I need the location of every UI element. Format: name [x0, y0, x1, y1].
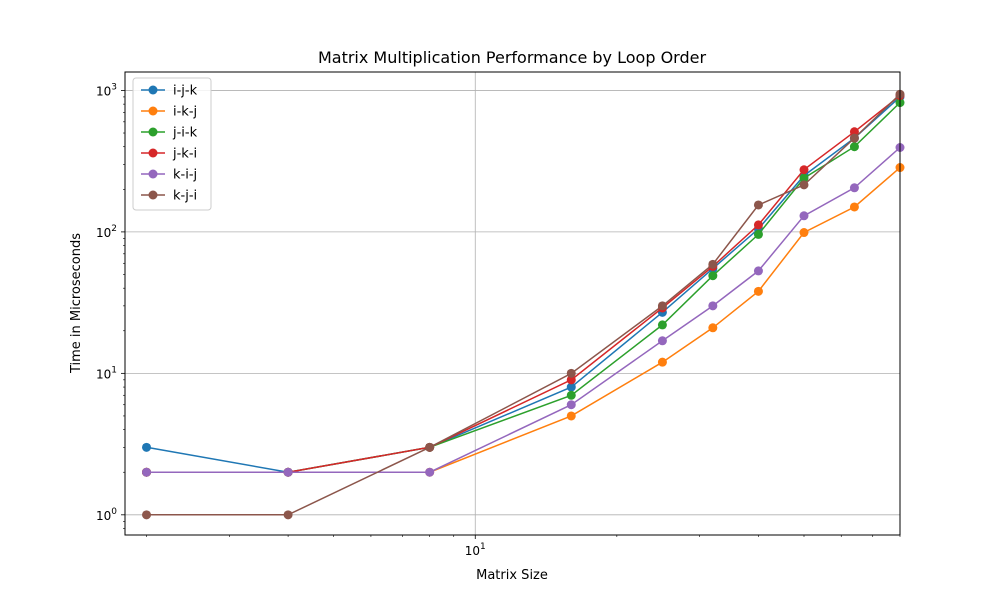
legend-label: k-j-i	[173, 189, 197, 204]
data-point	[753, 286, 763, 296]
data-point	[753, 200, 763, 210]
legend-swatch-marker	[148, 148, 158, 158]
y-tick-label-base: 10	[96, 84, 111, 98]
data-point	[283, 510, 293, 520]
series-k-i-j	[142, 143, 905, 477]
data-point	[708, 271, 718, 281]
data-point	[753, 266, 763, 276]
x-tick-label: 101	[465, 542, 486, 558]
legend-label: i-k-j	[173, 105, 197, 120]
data-point	[566, 375, 576, 385]
legend-swatch-marker	[148, 127, 158, 137]
legend-swatch-marker	[148, 85, 158, 95]
data-point	[849, 142, 859, 152]
data-point	[849, 183, 859, 193]
legend-item: k-i-j	[141, 168, 197, 183]
data-point	[708, 301, 718, 311]
data-point	[657, 357, 667, 367]
series-line	[146, 93, 901, 516]
data-point	[799, 228, 809, 238]
legend: i-j-k i-k-j j-i-k j-k-i k-i-j k-j-i	[132, 77, 212, 211]
data-point	[425, 442, 435, 452]
data-point	[708, 323, 718, 333]
y-tick-label-exponent: 2	[111, 224, 117, 234]
data-point	[799, 173, 809, 183]
data-point	[566, 382, 576, 392]
legend-swatch-marker	[148, 106, 158, 116]
data-point	[142, 510, 152, 520]
legend-item: i-j-k	[141, 84, 198, 99]
y-tick-label-base: 10	[96, 226, 111, 240]
x-axis-label: Matrix Size	[476, 568, 548, 583]
y-tick-label-exponent: 3	[111, 82, 117, 92]
data-point	[708, 259, 718, 269]
plot-frame	[124, 71, 901, 536]
y-tick-label-base: 10	[96, 367, 111, 381]
data-point	[849, 133, 859, 143]
y-tick-label: 103	[96, 82, 117, 98]
data-point	[283, 467, 293, 477]
x-tick-label-base: 10	[465, 544, 480, 558]
y-tick-label: 100	[96, 507, 117, 523]
data-point	[566, 400, 576, 410]
data-point	[753, 229, 763, 239]
legend-label: j-k-i	[172, 147, 197, 162]
y-tick-label-exponent: 1	[111, 365, 117, 375]
data-point	[799, 180, 809, 190]
series-line	[146, 95, 901, 473]
data-point	[799, 165, 809, 175]
legend-label: j-i-k	[172, 126, 198, 141]
data-point	[566, 390, 576, 400]
data-point	[142, 467, 152, 477]
data-point	[566, 411, 576, 421]
legend-item: i-k-j	[141, 105, 197, 120]
series-line	[146, 146, 901, 473]
data-point	[425, 467, 435, 477]
y-tick-label: 101	[96, 365, 117, 381]
legend-label: i-j-k	[173, 84, 198, 99]
y-tick-label: 102	[96, 224, 117, 240]
data-point	[753, 220, 763, 230]
data-point	[657, 301, 667, 311]
y-tick-label-base: 10	[96, 509, 111, 523]
y-axis-label: Time in Microseconds	[69, 233, 84, 374]
data-point	[657, 336, 667, 346]
data-point	[657, 320, 667, 330]
legend-swatch-marker	[148, 190, 158, 200]
x-tick-label-exponent: 1	[480, 542, 486, 552]
legend-box	[132, 77, 212, 211]
legend-swatch-marker	[148, 169, 158, 179]
legend-item: k-j-i	[141, 189, 197, 204]
legend-item: j-k-i	[141, 147, 197, 162]
legend-item: j-i-k	[141, 126, 198, 141]
chart-title: Matrix Multiplication Performance by Loo…	[318, 48, 706, 67]
data-point	[799, 211, 809, 221]
series-layer	[142, 89, 905, 520]
data-point	[566, 368, 576, 378]
data-point	[142, 442, 152, 452]
y-tick-label-exponent: 0	[111, 507, 117, 517]
data-point	[849, 127, 859, 137]
data-point	[849, 202, 859, 212]
legend-label: k-i-j	[173, 168, 197, 183]
